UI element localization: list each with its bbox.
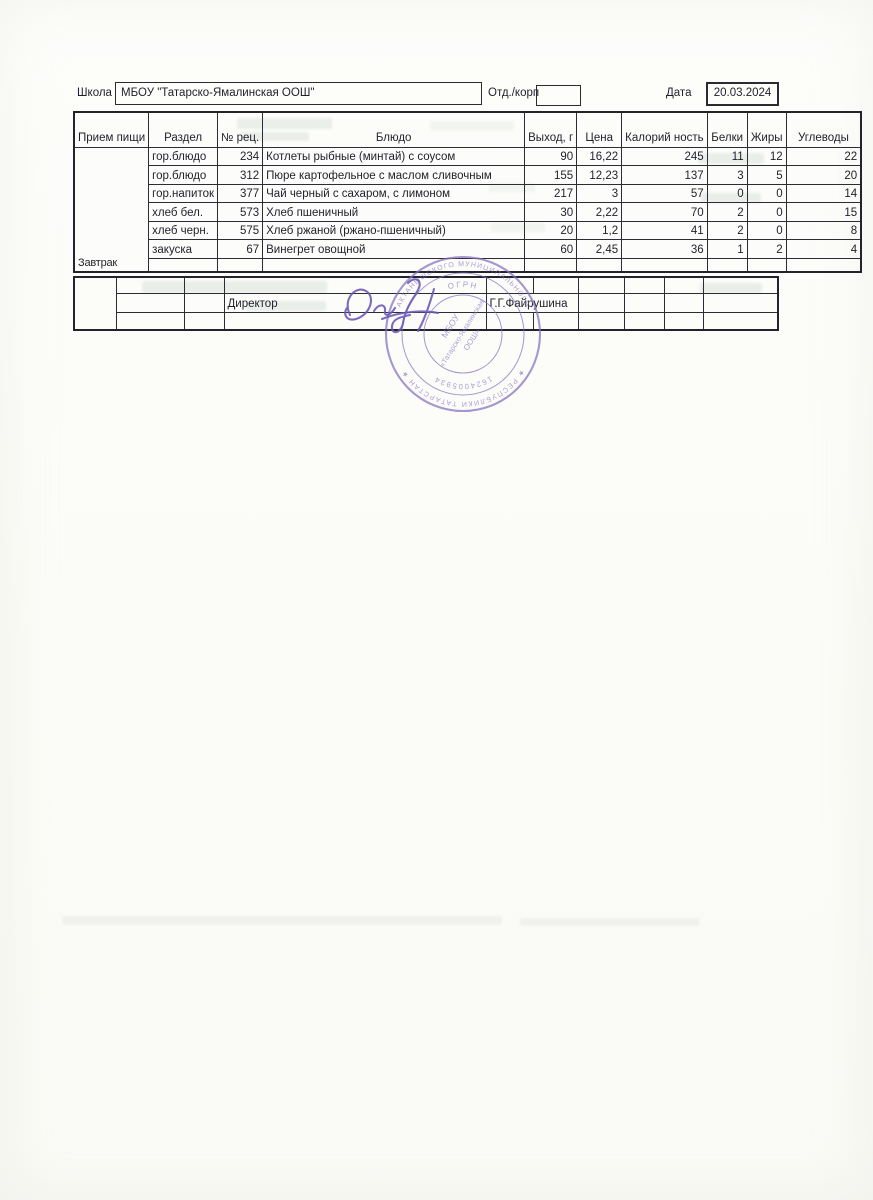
cell-dish: Пюре картофельное с маслом сливочным bbox=[262, 165, 526, 185]
school-name-field: МБОУ "Татарско-Ямалинская ООШ" bbox=[115, 82, 482, 105]
menu-table: Прием пищи Раздел № рец. Блюдо Выход, г … bbox=[73, 111, 863, 273]
cell-weight: 20 bbox=[524, 220, 578, 240]
director-name-cell: Г.Г.Файрушина bbox=[485, 292, 579, 313]
cell-carbs: 15 bbox=[785, 202, 862, 222]
menu-row: гор.блюдо 312 Пюре картофельное с маслом… bbox=[74, 165, 862, 185]
menu-row: хлеб бел. 573 Хлеб пшеничный 30 2,22 70 … bbox=[74, 202, 862, 222]
director-row: Директор Г.Г.Файрушина bbox=[74, 292, 779, 313]
cell-price: 16,22 bbox=[576, 146, 623, 166]
col-header-section: Раздел bbox=[148, 111, 219, 148]
cell-recipe: 377 bbox=[217, 183, 264, 203]
menu-row: Завтрак гор.блюдо 234 Котлеты рыбные (ми… bbox=[73, 146, 862, 273]
cell-section: гор.блюдо bbox=[148, 165, 219, 185]
cell-recipe: 573 bbox=[217, 202, 264, 222]
col-header-meal: Прием пищи bbox=[73, 111, 150, 148]
cell-recipe: 234 bbox=[217, 146, 264, 166]
school-label: Школа bbox=[77, 87, 112, 99]
cell-calories: 137 bbox=[621, 165, 708, 185]
cell-recipe: 67 bbox=[217, 239, 264, 259]
menu-row: хлеб черн. 575 Хлеб ржаной (ржано-пшенич… bbox=[74, 220, 862, 240]
bleed-artifact bbox=[520, 918, 700, 926]
cell-recipe: 312 bbox=[217, 165, 264, 185]
cell-protein: 2 bbox=[706, 220, 748, 240]
col-header-fat: Жиры bbox=[746, 111, 787, 148]
cell-dish: Хлеб пшеничный bbox=[262, 202, 526, 222]
cell-section: гор.блюдо bbox=[148, 146, 219, 166]
col-header-protein: Белки bbox=[706, 111, 748, 148]
col-header-recipe: № рец. bbox=[217, 111, 264, 148]
cell-carbs: 4 bbox=[785, 239, 862, 259]
dept-field bbox=[536, 85, 581, 106]
cell-price: 12,23 bbox=[576, 165, 623, 185]
cell-price: 3 bbox=[576, 183, 623, 203]
cell-fat: 12 bbox=[746, 146, 787, 166]
signature-table: Директор Г.Г.Файрушина bbox=[73, 276, 779, 331]
cell-weight: 30 bbox=[524, 202, 578, 222]
cell-calories: 245 bbox=[621, 146, 708, 166]
date-label: Дата bbox=[666, 87, 692, 99]
cell-protein: 2 bbox=[706, 202, 748, 222]
cell-calories: 70 bbox=[621, 202, 708, 222]
cell-weight: 217 bbox=[524, 183, 578, 203]
cell-weight: 155 bbox=[524, 165, 578, 185]
svg-text:★ РЕСПУБЛИКИ ТАТАРСТАН ★: ★ РЕСПУБЛИКИ ТАТАРСТАН ★ bbox=[400, 368, 526, 407]
director-signature bbox=[344, 278, 440, 334]
col-header-carbs: Углеводы bbox=[785, 111, 862, 148]
cell-calories: 57 bbox=[621, 183, 708, 203]
cell-calories: 36 bbox=[621, 239, 708, 259]
cell-protein: 0 bbox=[706, 183, 748, 203]
stamp-ogrn-label: ОГРН bbox=[447, 280, 477, 291]
svg-text:1624005934: 1624005934 bbox=[432, 374, 494, 391]
header-row: Прием пищи Раздел № рец. Блюдо Выход, г … bbox=[73, 111, 862, 148]
cell-protein: 3 bbox=[706, 165, 748, 185]
cell-protein: 11 bbox=[706, 146, 748, 166]
cell-dish: Хлеб ржаной (ржано-пшеничный) bbox=[262, 220, 526, 240]
menu-row: гор.напиток 377 Чай черный с сахаром, с … bbox=[74, 183, 862, 203]
empty-row bbox=[74, 257, 862, 273]
empty-row bbox=[73, 276, 779, 331]
col-header-dish: Блюдо bbox=[262, 111, 526, 148]
bleed-artifact bbox=[62, 916, 502, 925]
col-header-calories: Калорий ность bbox=[621, 111, 708, 148]
cell-carbs: 20 bbox=[785, 165, 862, 185]
cell-fat: 0 bbox=[746, 183, 787, 203]
cell-dish: Чай черный с сахаром, с лимоном bbox=[262, 183, 526, 203]
svg-text:ОГРН: ОГРН bbox=[447, 280, 479, 291]
cell-fat: 2 bbox=[746, 239, 787, 259]
cell-section: хлеб бел. bbox=[148, 202, 219, 222]
cell-protein: 1 bbox=[706, 239, 748, 259]
cell-dish: Котлеты рыбные (минтай) с соусом bbox=[262, 146, 526, 166]
cell-price: 2,45 bbox=[576, 239, 623, 259]
cell-price: 1,2 bbox=[576, 220, 623, 240]
cell-section: гор.напиток bbox=[148, 183, 219, 203]
cell-weight: 90 bbox=[524, 146, 578, 166]
cell-calories: 41 bbox=[621, 220, 708, 240]
cell-section: закуска bbox=[148, 239, 219, 259]
dept-label: Отд./корп bbox=[488, 87, 540, 99]
cell-carbs: 14 bbox=[785, 183, 862, 203]
cell-section: хлеб черн. bbox=[148, 220, 219, 240]
stamp-ogrn-digits: 1624005934 bbox=[432, 374, 492, 391]
round-stamp: АКТАНЫШСКОГО МУНИЦИПАЛЬНОГО ★ РЕСПУБЛИКИ… bbox=[384, 255, 542, 413]
cell-carbs: 8 bbox=[785, 220, 862, 240]
stamp-ring-bottom-text: ★ РЕСПУБЛИКИ ТАТАРСТАН ★ bbox=[400, 368, 525, 407]
cell-fat: 0 bbox=[746, 202, 787, 222]
date-field: 20.03.2024 bbox=[706, 82, 779, 106]
cell-fat: 0 bbox=[746, 220, 787, 240]
cell-carbs: 22 bbox=[785, 146, 862, 166]
col-header-weight: Выход, г bbox=[524, 111, 578, 148]
cell-fat: 5 bbox=[746, 165, 787, 185]
meal-name-cell: Завтрак bbox=[73, 146, 150, 273]
cell-recipe: 575 bbox=[217, 220, 264, 240]
cell-price: 2,22 bbox=[576, 202, 623, 222]
col-header-price: Цена bbox=[576, 111, 623, 148]
